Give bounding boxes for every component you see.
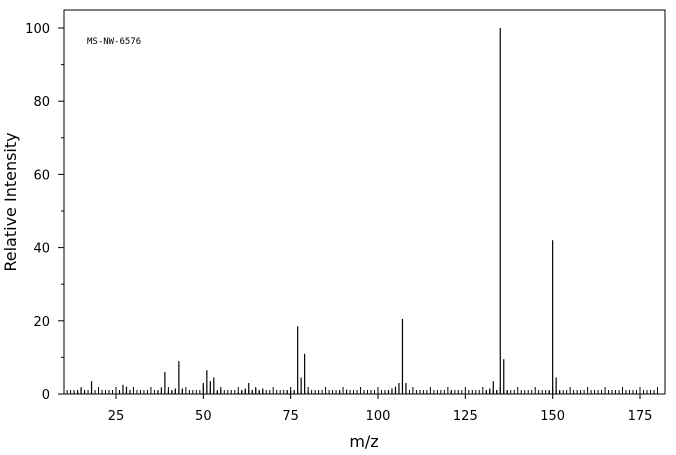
y-tick-label: 40	[33, 242, 50, 257]
y-tick-label: 80	[33, 95, 50, 110]
spectrum-id-annotation: MS-NW-6576	[87, 37, 141, 47]
y-tick-label: 0	[42, 388, 50, 403]
x-tick-label: 25	[108, 409, 125, 424]
x-tick-label: 150	[540, 409, 565, 424]
y-axis: 0 20 40 60 80 100	[25, 22, 64, 403]
plot-frame	[63, 9, 666, 395]
x-minor-ticks	[66, 387, 658, 394]
x-tick-label: 175	[628, 409, 653, 424]
y-axis-label: Relative Intensity	[1, 132, 20, 271]
spectrum-peaks	[73, 28, 561, 394]
x-axis-label: m/z	[349, 432, 378, 451]
y-tick-label: 100	[25, 22, 50, 37]
x-tick-label: 100	[366, 409, 391, 424]
y-tick-label: 20	[33, 315, 50, 330]
x-axis: 25 50 75 100 125 150 175	[108, 394, 653, 424]
y-tick-label: 60	[33, 168, 50, 183]
x-tick-label: 125	[453, 409, 478, 424]
x-tick-label: 75	[282, 409, 299, 424]
x-tick-label: 50	[195, 409, 212, 424]
